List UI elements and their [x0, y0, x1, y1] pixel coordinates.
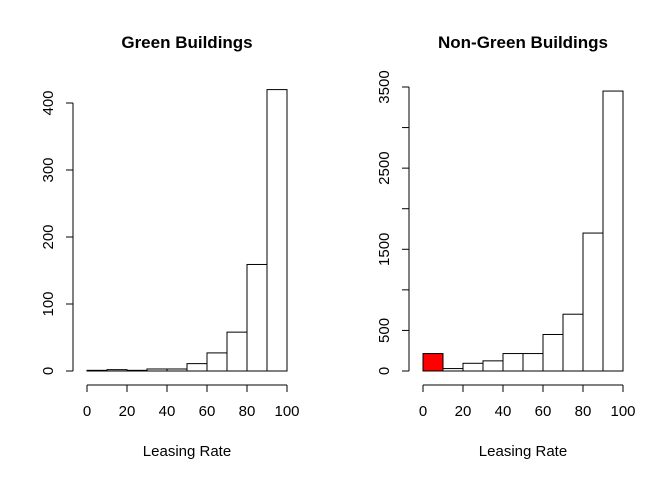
non-green-x-tick-label: 0 [419, 403, 427, 420]
green-bar [86, 369, 108, 372]
green-x-tick-label: 80 [239, 403, 256, 420]
non-green-bar [542, 333, 564, 372]
non-green-bar [462, 362, 484, 372]
non-green-y-tick-label: 1500 [376, 233, 393, 266]
non-green-x-tick-label: 40 [495, 403, 512, 420]
green-x-tick-label: 60 [199, 403, 216, 420]
green-buildings-panel: Green Buildings Leasing Rate 0 20 40 60 80 10… [40, 33, 300, 460]
green-x-tick-label: 40 [159, 403, 176, 420]
non-green-panel-title: Non-Green Buildings [438, 33, 608, 52]
non-green-x-tick-label: 20 [455, 403, 472, 420]
green-y-tick-label: 0 [40, 367, 57, 375]
green-bar [106, 369, 128, 372]
green-y-tick-label: 200 [40, 224, 57, 249]
green-panel-title: Green Buildings [121, 33, 252, 52]
green-bar [246, 263, 268, 372]
green-bar [146, 368, 168, 372]
green-bar [266, 89, 288, 372]
green-bar [186, 363, 208, 372]
non-green-bar [422, 353, 444, 372]
non-green-bar [522, 353, 544, 372]
green-bar [166, 368, 188, 372]
green-bar [226, 331, 248, 372]
green-x-axis-label: Leasing Rate [143, 443, 231, 460]
non-green-y-tick-label: 0 [376, 367, 393, 375]
green-y-tick-label: 100 [40, 291, 57, 316]
non-green-y-tick-label: 3500 [376, 70, 393, 103]
non-green-y-tick-label: 500 [376, 318, 393, 343]
non-green-x-axis-label: Leasing Rate [479, 443, 567, 460]
non-green-bar [582, 232, 604, 372]
non-green-bar [602, 90, 624, 372]
green-x-tick-label: 20 [119, 403, 136, 420]
green-bar [126, 369, 148, 372]
non-green-bar [482, 360, 504, 372]
non-green-bar [562, 313, 584, 372]
green-bar [206, 352, 228, 372]
green-y-tick-label: 300 [40, 157, 57, 182]
green-y-tick-label: 400 [40, 90, 57, 115]
non-green-x-tick-label: 60 [535, 403, 552, 420]
green-x-tick-label: 100 [274, 403, 299, 420]
non-green-buildings-panel: Non-Green Buildings Leasing Rate 0 20 40 60… [376, 33, 636, 460]
non-green-bar [442, 368, 464, 372]
non-green-bar [502, 353, 524, 372]
non-green-y-tick-label: 2500 [376, 151, 393, 184]
non-green-x-tick-label: 80 [575, 403, 592, 420]
non-green-x-tick-label: 100 [610, 403, 635, 420]
green-x-tick-label: 0 [83, 403, 91, 420]
